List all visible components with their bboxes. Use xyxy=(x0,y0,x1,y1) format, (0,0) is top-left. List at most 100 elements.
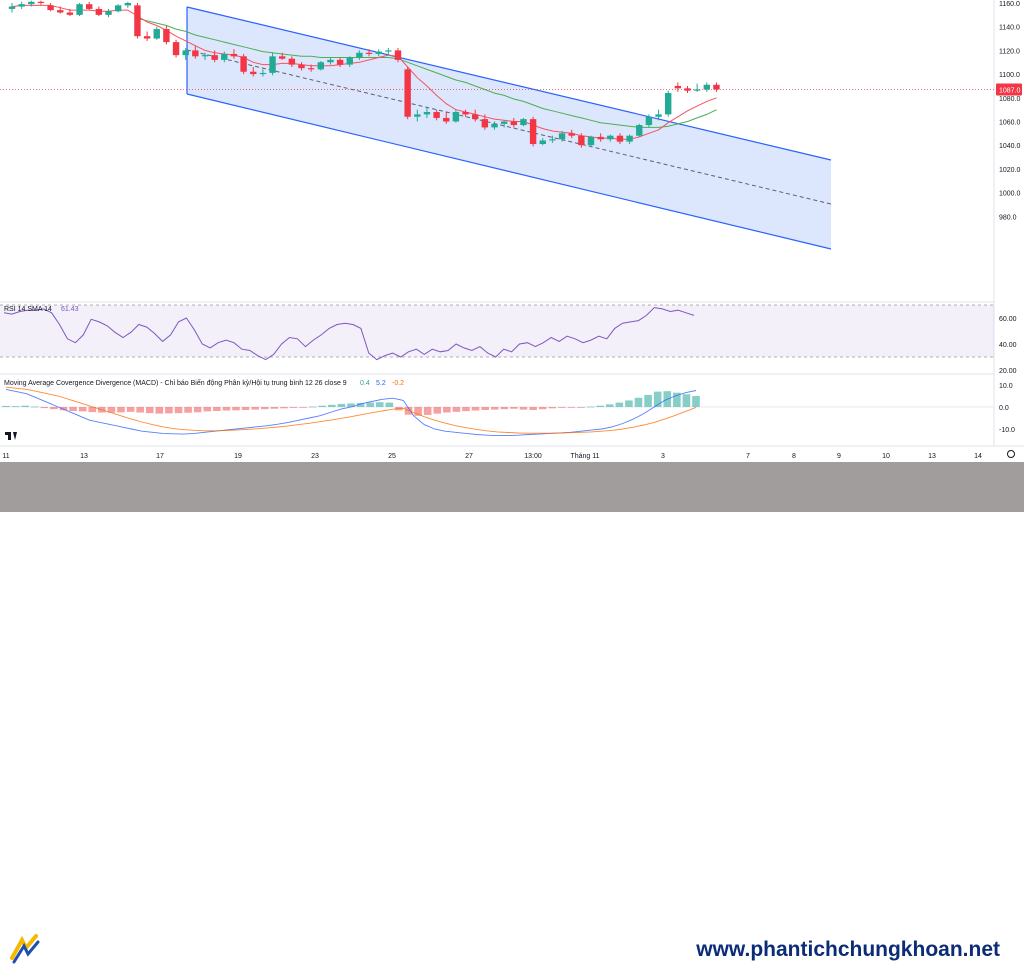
candle-body xyxy=(47,5,54,11)
candle-body xyxy=(230,53,238,57)
macd-histogram-bar xyxy=(126,407,135,412)
candle-body xyxy=(385,50,392,52)
price-tick-label: 1060.0 xyxy=(999,120,1021,127)
brand-name-line2: Chứng Khoán xyxy=(44,948,125,963)
macd-histogram-bar xyxy=(69,407,77,411)
macd-line xyxy=(5,388,697,437)
brand-url[interactable]: www.phantichchungkhoan.net xyxy=(696,938,1000,961)
candle-body xyxy=(307,68,315,70)
candle-body xyxy=(336,59,344,65)
candle-body xyxy=(607,135,614,140)
candle-body xyxy=(549,139,556,141)
macd-histogram-bar xyxy=(673,392,681,407)
channel-upper-line xyxy=(186,6,832,161)
macd-histogram-bar xyxy=(347,403,355,407)
candle-body xyxy=(433,112,440,118)
candle-body xyxy=(327,59,334,63)
macd-histogram-bar xyxy=(50,407,58,410)
price-tick-label: 1120.0 xyxy=(999,48,1020,55)
candle-body xyxy=(645,116,653,126)
time-tick-label: 27 xyxy=(465,453,473,460)
macd-histogram-bar xyxy=(270,407,279,409)
macd-histogram-bar xyxy=(59,407,68,411)
macd-histogram-bar xyxy=(299,407,307,408)
macd-histogram-bar xyxy=(117,407,125,413)
candle-body xyxy=(693,89,701,91)
macd-histogram-bar xyxy=(21,405,29,407)
channel-lower-line xyxy=(186,93,832,250)
candle-body xyxy=(655,114,662,117)
candle-body xyxy=(452,112,460,122)
candle-body xyxy=(8,6,16,9)
macd-histogram-bar xyxy=(682,394,691,407)
macd-histogram-bar xyxy=(107,407,116,413)
rsi-tick-label: 20.00 xyxy=(999,368,1017,375)
macd-histogram-bar xyxy=(462,407,470,412)
price-tick-label: 1020.0 xyxy=(999,167,1021,174)
candle-body xyxy=(529,119,537,145)
rsi-value: 61.43 xyxy=(61,306,79,313)
macd-histogram-bar xyxy=(634,397,643,407)
candle-body xyxy=(626,135,633,142)
candle-body xyxy=(568,133,575,136)
last-price-label: 1087.0 xyxy=(999,88,1021,95)
candle-body xyxy=(28,1,35,5)
macd-histogram-bar xyxy=(414,407,422,416)
candle-body xyxy=(616,135,624,142)
macd-histogram-bar xyxy=(193,407,202,413)
candle-body xyxy=(472,114,479,120)
candle-body xyxy=(95,8,103,15)
candle-body xyxy=(269,56,276,73)
candle-body xyxy=(66,12,74,15)
macd-histogram-bar xyxy=(136,407,144,413)
macd-histogram-bar xyxy=(519,407,528,410)
macd-histogram-bar xyxy=(280,407,288,409)
candle-body xyxy=(520,119,527,126)
macd-histogram-bar xyxy=(40,407,49,409)
macd-histogram-bar xyxy=(222,407,231,411)
macd-histogram-bar xyxy=(423,407,432,415)
price-tick-label: 1040.0 xyxy=(999,143,1021,150)
macd-histogram-bar xyxy=(653,391,662,407)
macd-histogram-bar xyxy=(625,400,633,407)
candle-body xyxy=(365,52,373,54)
candle-body xyxy=(356,52,363,58)
candle-body xyxy=(18,4,25,7)
price-tick-label: 1140.0 xyxy=(999,25,1020,32)
candle-body xyxy=(105,11,112,15)
macd-histogram-bar xyxy=(78,407,87,412)
macd-histogram-bar xyxy=(548,407,557,409)
candle-body xyxy=(510,121,517,126)
candle-body xyxy=(414,114,421,117)
macd-histogram-bar xyxy=(232,407,240,411)
macd-histogram-bar xyxy=(155,407,164,414)
time-tick-label: 7 xyxy=(746,453,750,460)
macd-histogram-bar xyxy=(203,407,212,412)
macd-histogram-bar xyxy=(443,407,451,413)
candle-body xyxy=(57,10,64,13)
candle-body xyxy=(288,58,296,65)
macd-signal-line xyxy=(5,386,697,434)
macd-histogram-bar xyxy=(567,407,576,408)
candle-body xyxy=(134,5,141,37)
macd-histogram-bar xyxy=(30,406,39,408)
chart-area: 1087.0 1160.0 1140.0 1120.0 1100.0 1080.0 1060… xyxy=(0,0,1024,462)
settings-gear-icon xyxy=(1007,450,1015,458)
candle-body xyxy=(221,53,228,60)
macd-histogram-bar xyxy=(692,396,700,407)
candle-body xyxy=(375,51,382,54)
price-tick-label: 1000.0 xyxy=(999,191,1021,198)
macd-legend-value: 5.2 xyxy=(376,380,386,387)
macd-histogram-bar xyxy=(289,407,298,408)
macd-histogram-bar xyxy=(481,407,489,411)
candle-body xyxy=(462,112,469,115)
candle-body xyxy=(491,123,498,128)
macd-histogram-bar xyxy=(452,407,461,412)
macd-histogram-bar xyxy=(605,404,614,407)
candle-body xyxy=(240,56,247,72)
candle-body xyxy=(201,55,209,57)
macd-histogram-bar xyxy=(490,407,499,410)
price-tick-label: 1080.0 xyxy=(999,96,1021,103)
macd-histogram-bar xyxy=(529,407,537,411)
macd-histogram-bar xyxy=(174,407,183,414)
